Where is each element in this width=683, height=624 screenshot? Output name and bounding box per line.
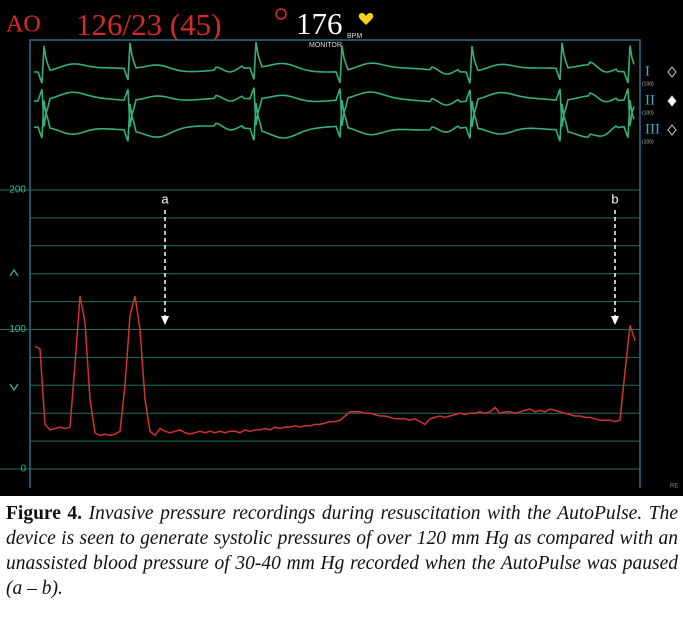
annotation-arrowhead	[611, 316, 619, 325]
ecg-lead	[33, 87, 635, 128]
lead-name: I	[645, 63, 650, 79]
y-tick-label: 100	[9, 324, 26, 335]
heart-rate: 176	[296, 6, 343, 41]
caption-label: Figure 4.	[6, 503, 83, 524]
lead-scale: (100)	[642, 110, 654, 116]
corner-label: RE	[670, 484, 678, 490]
y-tick-label: 0	[20, 464, 26, 475]
caption-text: Invasive pressure recordings during resu…	[6, 503, 678, 599]
annotation-label: b	[611, 191, 618, 206]
lead-name: II	[645, 92, 655, 108]
alarm-icon	[275, 8, 287, 20]
hr-unit: BPM	[347, 33, 362, 40]
pressure-reading: 126/23 (45)	[76, 7, 222, 42]
caption: Figure 4. Invasive pressure recordings d…	[6, 501, 678, 601]
y-tick-label: 200	[9, 185, 26, 196]
lead-icon	[667, 124, 677, 136]
ecg-lead	[34, 41, 635, 84]
frame	[29, 39, 641, 488]
ecg-lead	[33, 100, 635, 142]
lead-icon	[667, 95, 677, 107]
channel-label: AO	[6, 12, 41, 38]
lead-name: III	[645, 121, 660, 137]
alarm-limit-icons	[9, 268, 19, 392]
ecg-traces	[33, 41, 635, 142]
lead-icon	[667, 66, 677, 78]
lead-scale: (100)	[642, 81, 654, 87]
monitor-screen: AO 126/23 (45) 176 BPM MONITOR RE I (100)…	[0, 0, 683, 496]
heart-icon	[358, 12, 374, 25]
hr-source: MONITOR	[309, 42, 342, 49]
annotation-arrowhead	[161, 316, 169, 325]
annotation-label: a	[161, 191, 169, 206]
lead-scale: (100)	[642, 139, 654, 145]
pressure-line	[34, 295, 636, 437]
